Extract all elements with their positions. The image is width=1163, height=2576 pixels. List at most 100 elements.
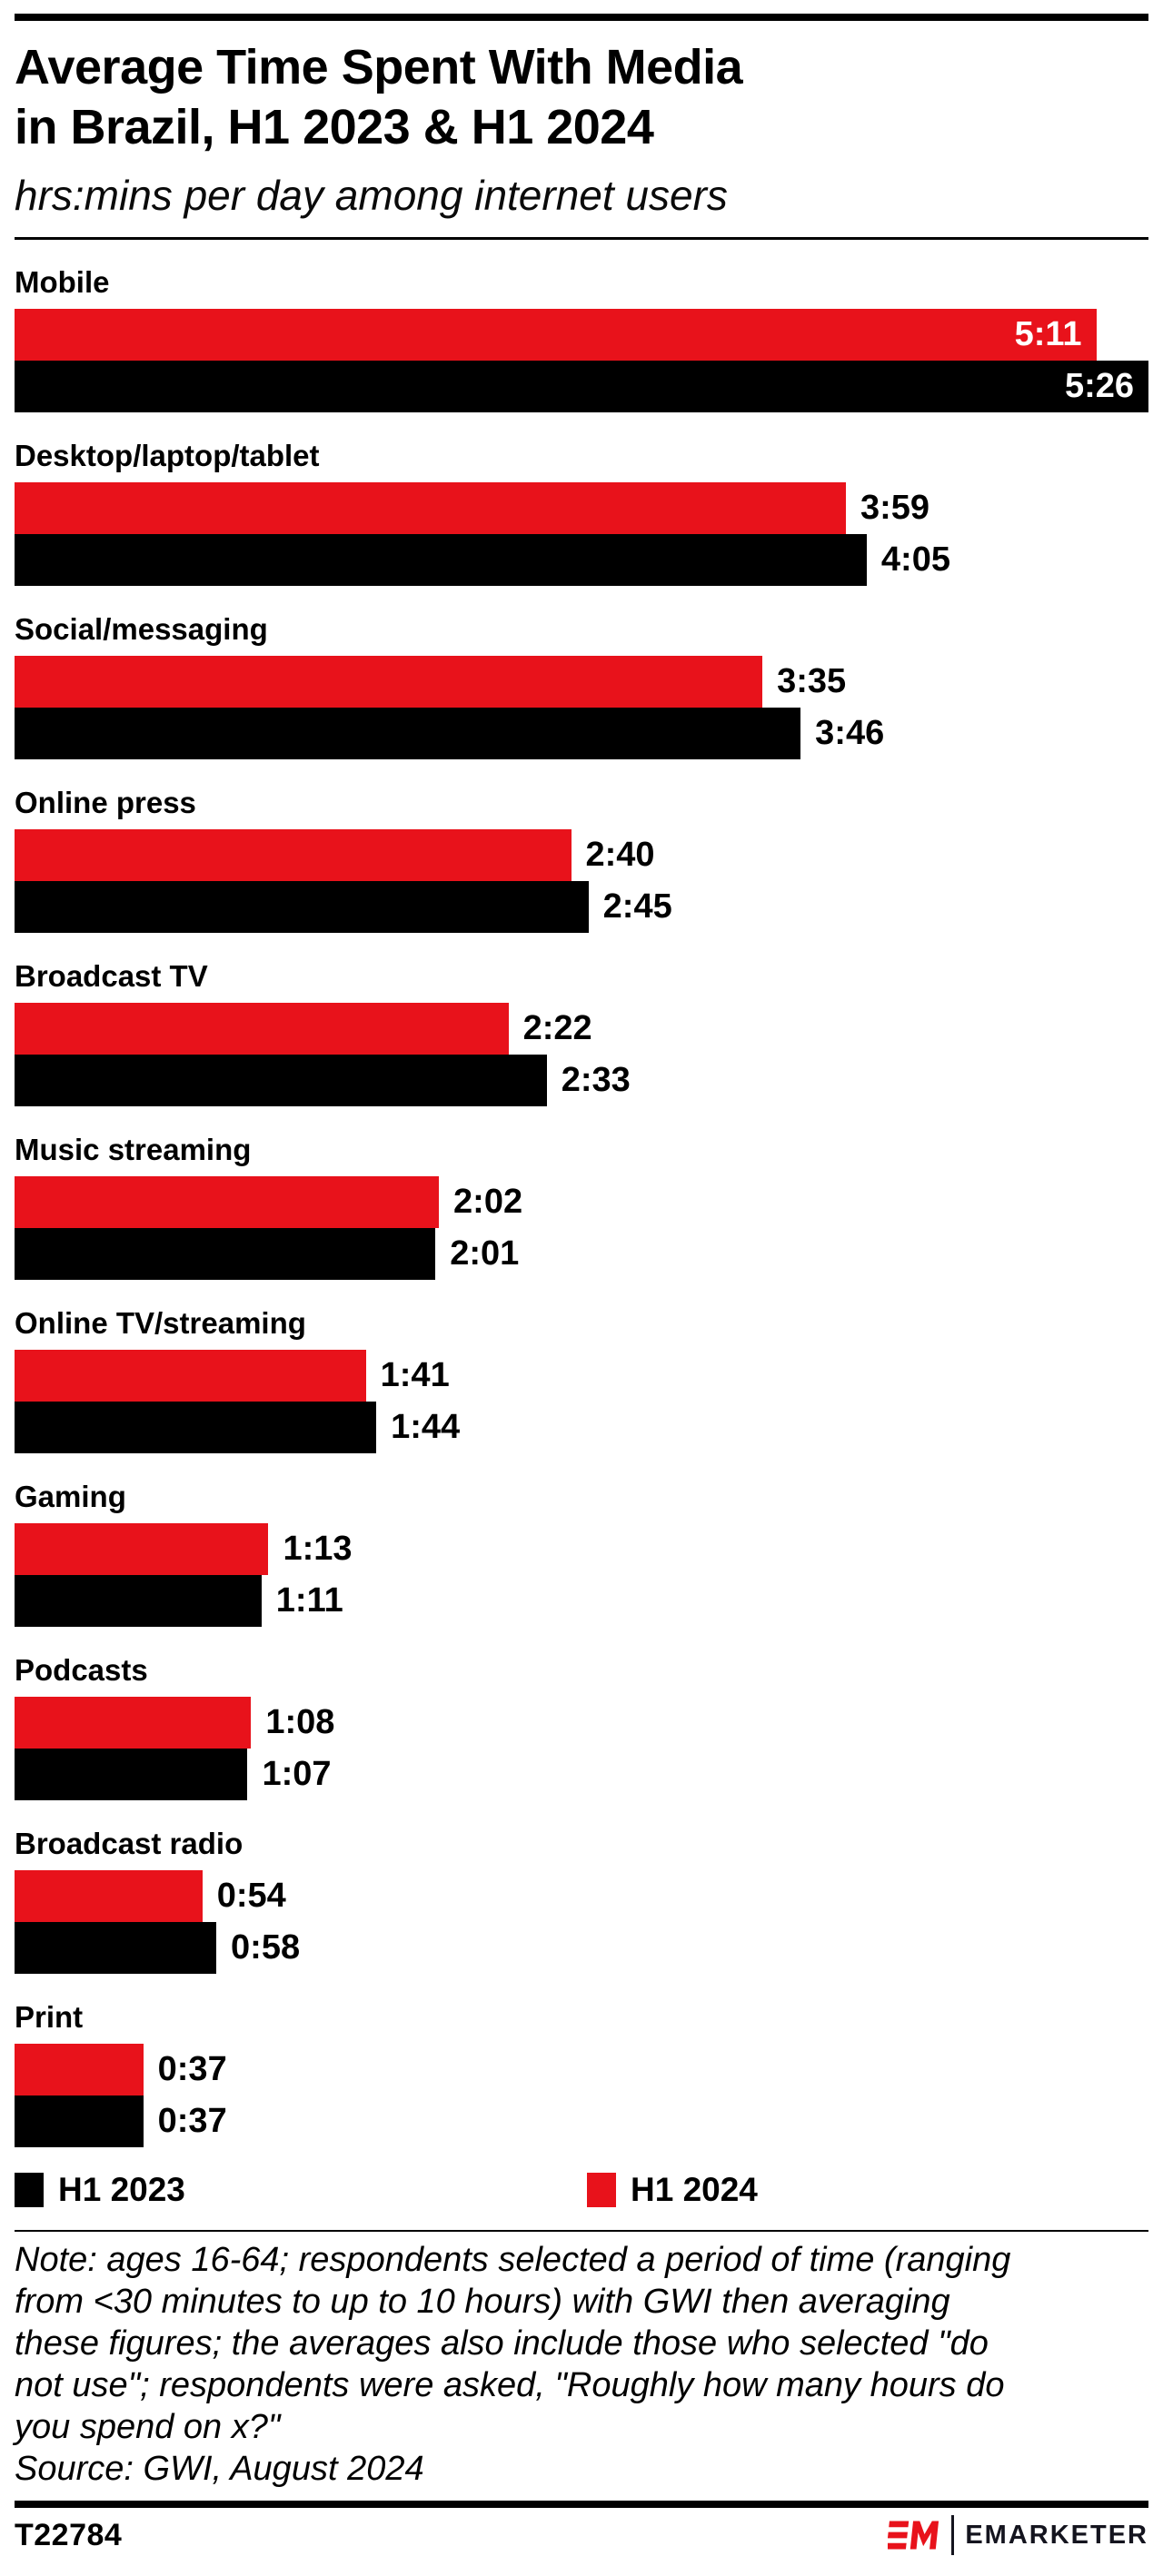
chart-id: T22784	[15, 2517, 123, 2552]
bar-h1-2023	[15, 881, 589, 933]
bar-pair: 5:11 5:26	[15, 309, 1148, 412]
bar-h1-2023	[15, 1402, 377, 1453]
bar-h1-2024	[15, 1350, 366, 1402]
legend-item-h1-2023: H1 2023	[15, 2172, 185, 2208]
value-label: 3:46	[815, 714, 885, 752]
title-line-1: Average Time Spent With Media	[15, 40, 743, 94]
bar-chart: Mobile 5:11 5:26 Desktop/laptop/tablet 3:…	[15, 263, 1148, 2208]
value-label: 1:41	[380, 1356, 450, 1394]
bar-row: 1:07	[15, 1749, 1148, 1800]
bar-h1-2023	[15, 2095, 144, 2147]
category-label: Gaming	[15, 1480, 126, 1513]
bar-pair: 3:35 3:46	[15, 656, 1148, 759]
legend-label-h1-2023: H1 2023	[58, 2171, 185, 2208]
brand-separator	[951, 2515, 955, 2555]
header-divider	[15, 237, 1148, 240]
chart-title: Average Time Spent With Media in Brazil,…	[15, 37, 1148, 157]
bar-row: 2:40	[15, 829, 1148, 881]
bar-row: 2:01	[15, 1228, 1148, 1280]
footer: T22784 EMARKETER	[15, 2515, 1148, 2555]
bar-h1-2023	[15, 1228, 436, 1280]
bar-h1-2023	[15, 708, 801, 759]
bar-pair: 0:54 0:58	[15, 1870, 1148, 1974]
category-label: Desktop/laptop/tablet	[15, 439, 320, 472]
bar-row: 2:33	[15, 1055, 1148, 1106]
bar-h1-2024	[15, 1523, 269, 1575]
category-block: Online press 2:40 2:45	[15, 784, 1148, 933]
bar-row: 1:08	[15, 1697, 1148, 1749]
bar-row: 0:58	[15, 1922, 1148, 1974]
top-rule	[15, 14, 1148, 21]
bar-row: 2:45	[15, 881, 1148, 933]
brand-lockup: EMARKETER	[888, 2515, 1148, 2555]
bar-pair: 2:40 2:45	[15, 829, 1148, 933]
category-block: Desktop/laptop/tablet 3:59 4:05	[15, 437, 1148, 586]
value-label: 1:11	[275, 1581, 343, 1620]
value-label: 3:35	[777, 662, 847, 700]
footer-rule	[15, 2501, 1148, 2508]
bar-row: 5:26	[15, 361, 1148, 412]
value-label: 0:54	[216, 1877, 286, 1915]
title-line-2: in Brazil, H1 2023 & H1 2024	[15, 100, 654, 154]
legend-label-h1-2024: H1 2024	[631, 2171, 758, 2208]
value-label: 2:45	[602, 887, 672, 926]
legend-swatch-h1-2023	[15, 2173, 44, 2207]
category-label: Online TV/streaming	[15, 1306, 306, 1340]
bar-row: 1:11	[15, 1575, 1148, 1627]
emarketer-logo-icon	[888, 2521, 939, 2550]
category-label: Print	[15, 2000, 84, 2034]
value-label: 1:08	[265, 1703, 335, 1741]
category-block: Broadcast TV 2:22 2:33	[15, 957, 1148, 1106]
category-block: Print 0:37 0:37	[15, 1998, 1148, 2147]
value-label: 1:44	[391, 1408, 461, 1446]
category-block: Online TV/streaming 1:41 1:44	[15, 1304, 1148, 1453]
value-label: 0:37	[157, 2050, 227, 2088]
value-label: 2:02	[453, 1183, 523, 1221]
bar-row: 4:05	[15, 534, 1148, 586]
bar-row: 1:44	[15, 1402, 1148, 1453]
bar-pair: 2:22 2:33	[15, 1003, 1148, 1106]
bar-pair: 0:37 0:37	[15, 2044, 1148, 2147]
chart-rows: Mobile 5:11 5:26 Desktop/laptop/tablet 3:…	[15, 263, 1148, 2147]
bar-row: 3:59	[15, 482, 1148, 534]
value-label: 5:11	[1014, 315, 1082, 353]
value-label: 2:22	[522, 1009, 592, 1047]
legend-item-h1-2024: H1 2024	[587, 2172, 758, 2208]
value-label: 5:26	[1064, 367, 1134, 405]
value-label: 2:33	[561, 1061, 631, 1099]
value-label: 2:01	[450, 1234, 520, 1273]
legend-swatch-h1-2024	[587, 2173, 616, 2207]
category-block: Broadcast radio 0:54 0:58	[15, 1825, 1148, 1974]
chart-page: Average Time Spent With Media in Brazil,…	[0, 14, 1163, 2555]
bar-row: 3:35	[15, 656, 1148, 708]
category-block: Social/messaging 3:35 3:46	[15, 610, 1148, 759]
category-block: Mobile 5:11 5:26	[15, 263, 1148, 412]
note-divider	[15, 2230, 1148, 2232]
category-block: Gaming 1:13 1:11	[15, 1478, 1148, 1627]
bar-h1-2024	[15, 656, 763, 708]
category-label: Podcasts	[15, 1653, 148, 1687]
source-text: Source: GWI, August 2024	[15, 2450, 424, 2488]
value-label: 0:58	[231, 1928, 301, 1967]
bar-row: 0:54	[15, 1870, 1148, 1922]
category-label: Mobile	[15, 265, 110, 299]
bar-row: 1:41	[15, 1350, 1148, 1402]
bar-h1-2023	[15, 1922, 217, 1974]
bar-h1-2023	[15, 1055, 547, 1106]
bar-pair: 1:08 1:07	[15, 1697, 1148, 1800]
category-label: Social/messaging	[15, 612, 268, 646]
value-label: 3:59	[860, 489, 929, 527]
bar-row: 3:46	[15, 708, 1148, 759]
value-label: 0:37	[157, 2102, 227, 2140]
bar-h1-2024	[15, 829, 572, 881]
bar-row: 0:37	[15, 2095, 1148, 2147]
value-label: 2:40	[585, 836, 655, 874]
bar-row: 5:11	[15, 309, 1148, 361]
category-block: Podcasts 1:08 1:07	[15, 1651, 1148, 1800]
bar-h1-2023	[15, 1575, 262, 1627]
bar-h1-2024: 5:11	[15, 309, 1097, 361]
brand-name: EMARKETER	[965, 2520, 1148, 2550]
bar-pair: 3:59 4:05	[15, 482, 1148, 586]
bar-pair: 1:41 1:44	[15, 1350, 1148, 1453]
bar-h1-2024	[15, 1697, 252, 1749]
